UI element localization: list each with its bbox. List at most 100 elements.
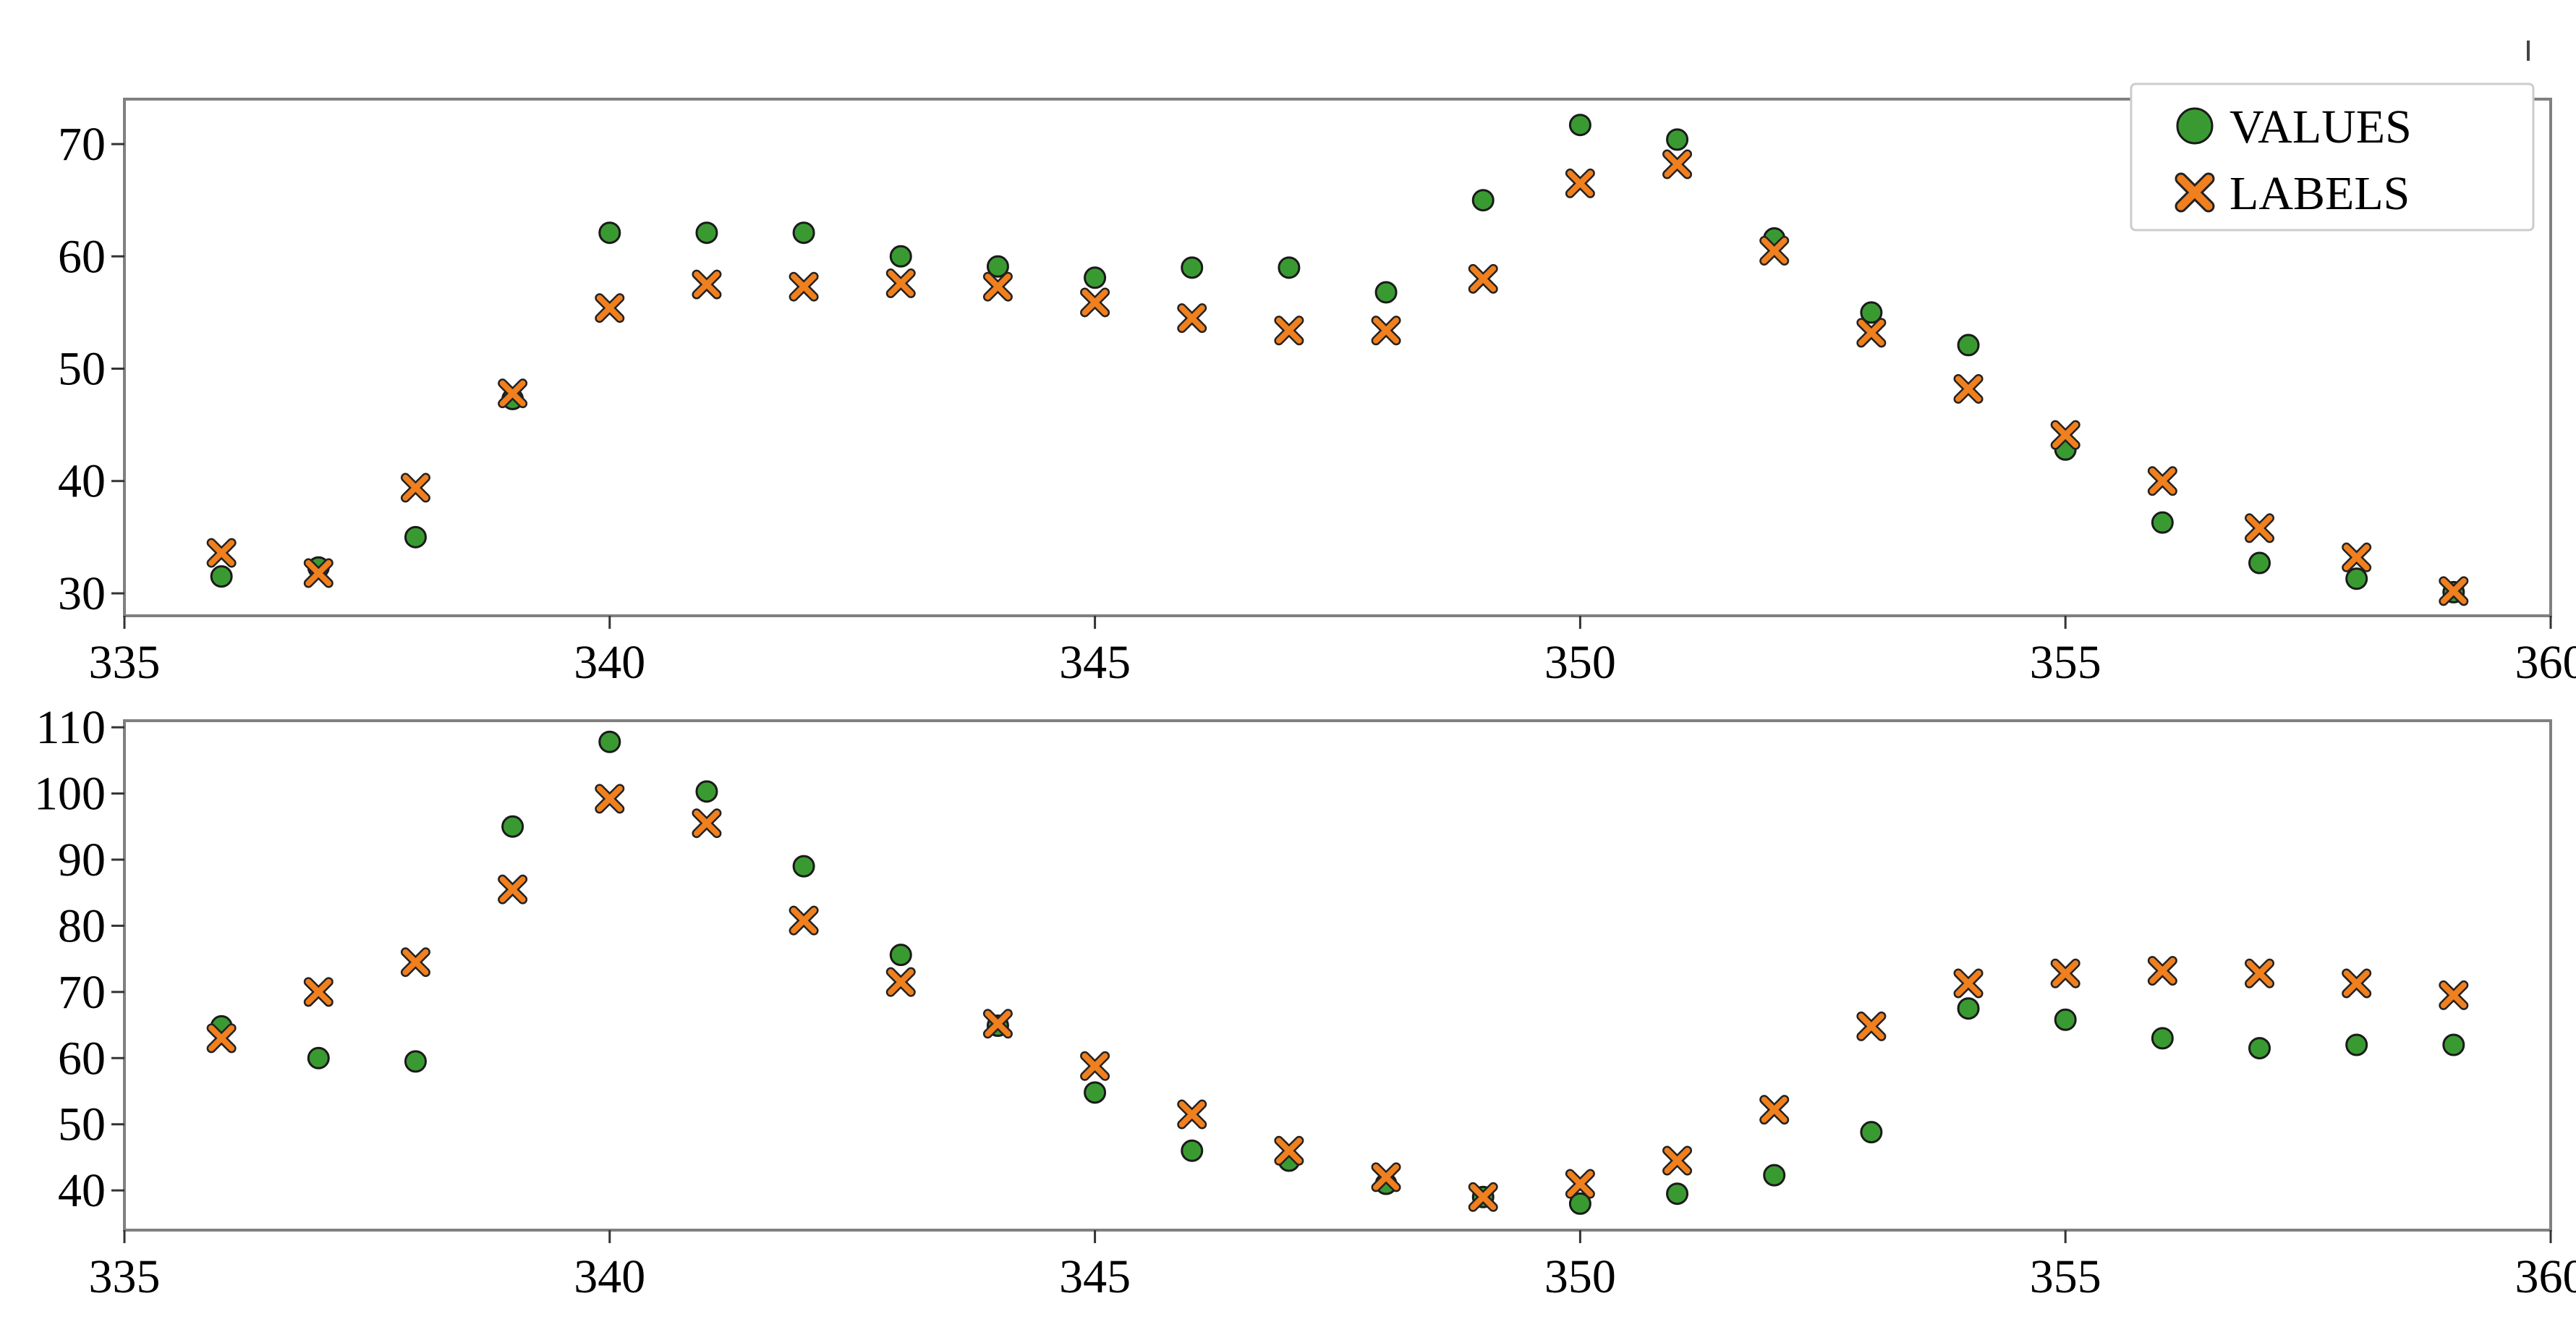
labels-point [2444, 985, 2464, 1005]
labels-point [2152, 961, 2172, 981]
values-point [503, 816, 523, 836]
labels-point [1764, 1100, 1785, 1120]
values-point [794, 223, 814, 243]
y-tick-label: 40 [58, 455, 106, 508]
values-point [697, 781, 717, 802]
y-tick-label: 60 [58, 230, 106, 283]
values-point [2347, 1035, 2367, 1055]
values-point [405, 1051, 425, 1072]
x-tick-label: 345 [1059, 636, 1131, 689]
labels-point [2250, 518, 2270, 538]
values-point [1085, 268, 1105, 288]
x-tick-label: 335 [89, 636, 161, 689]
y-tick-label: 110 [35, 701, 106, 754]
values-point [2152, 512, 2172, 533]
x-tick-label: 340 [574, 636, 645, 689]
labels-point [697, 813, 717, 834]
labels-point [794, 276, 814, 297]
values-point [890, 945, 911, 965]
labels-point [1085, 1056, 1105, 1076]
values-point [1376, 282, 1396, 302]
y-tick-label: 50 [58, 1098, 106, 1151]
labels-point [1376, 321, 1396, 341]
labels-point [890, 274, 911, 294]
values-point [405, 527, 425, 547]
labels-point [2055, 963, 2075, 983]
x-tick-label: 355 [2030, 636, 2101, 689]
y-tick-label: 60 [58, 1032, 106, 1085]
y-tick-label: 50 [58, 343, 106, 396]
labels-point [2250, 963, 2270, 983]
values-point [1861, 1122, 1882, 1143]
labels-point [1085, 292, 1105, 313]
labels-point [2152, 471, 2172, 491]
x-tick-label: 335 [89, 1250, 161, 1303]
labels-point [1958, 973, 1978, 994]
labels-point [987, 276, 1008, 297]
labels-point [1473, 268, 1493, 289]
y-tick-label: 30 [58, 567, 106, 620]
labels-point [697, 274, 717, 295]
y-tick-label: 40 [58, 1164, 106, 1217]
values-point [1667, 130, 1688, 150]
values-point [600, 223, 620, 243]
labels-point [308, 982, 328, 1002]
values-point [2250, 1038, 2270, 1059]
x-tick-label: 350 [1544, 636, 1616, 689]
labels-point [2347, 973, 2367, 994]
values-point [1570, 115, 1590, 135]
y-tick-label: 80 [58, 899, 106, 952]
values-point [211, 567, 231, 587]
labels-point [1667, 154, 1688, 174]
labels-point [1570, 1174, 1590, 1194]
legend-label-values: VALUES [2229, 101, 2412, 153]
y-tick-label: 90 [58, 834, 106, 886]
labels-point [600, 298, 620, 318]
labels-point [1667, 1151, 1688, 1171]
y-tick-label: 70 [58, 966, 106, 1019]
labels-point [1182, 1104, 1202, 1124]
x-tick-label: 360 [2515, 636, 2576, 689]
labels-point [1182, 308, 1202, 329]
labels-point [211, 543, 231, 563]
values-point [2347, 569, 2367, 589]
values-point [2250, 553, 2270, 573]
values-point [1667, 1184, 1688, 1204]
x-tick-label: 345 [1059, 1250, 1131, 1303]
values-point [2444, 1035, 2464, 1055]
y-tick-label: 100 [34, 768, 106, 821]
x-tick-label: 355 [2030, 1250, 2101, 1303]
plot-frame [124, 721, 2551, 1230]
values-point [1958, 335, 1978, 355]
y-tick-label: 70 [58, 118, 106, 171]
legend-label-labels: LABELS [2229, 167, 2410, 220]
labels-point [1279, 321, 1299, 341]
labels-point [600, 789, 620, 809]
x-tick-label: 340 [574, 1250, 645, 1303]
values-point [1182, 1140, 1202, 1161]
x-tick-label: 360 [2515, 1250, 2576, 1303]
values-point [1764, 1165, 1785, 1185]
values-point [2055, 1009, 2075, 1030]
values-point [1085, 1083, 1105, 1103]
bottom-scatter-plot: 335 340 345 350 355 360 40 50 60 70 80 90 100 110 [34, 701, 2576, 1303]
values-point [600, 732, 620, 752]
values-point [1473, 190, 1493, 211]
labels-point [794, 910, 814, 931]
labels-point [405, 952, 425, 973]
values-point [1182, 258, 1202, 278]
labels-point [1861, 1016, 1882, 1036]
labels-point [2347, 547, 2367, 567]
labels-point [890, 972, 911, 992]
values-point [890, 246, 911, 266]
labels-point [1861, 323, 1882, 343]
x-tick-label: 350 [1544, 1250, 1616, 1303]
values-point [1958, 999, 1978, 1019]
labels-point [1570, 173, 1590, 193]
legend: VALUES LABELS [2131, 84, 2533, 230]
legend-marker-values [2177, 109, 2212, 143]
values-point [794, 856, 814, 876]
labels-point [503, 879, 523, 899]
values-point [697, 223, 717, 243]
